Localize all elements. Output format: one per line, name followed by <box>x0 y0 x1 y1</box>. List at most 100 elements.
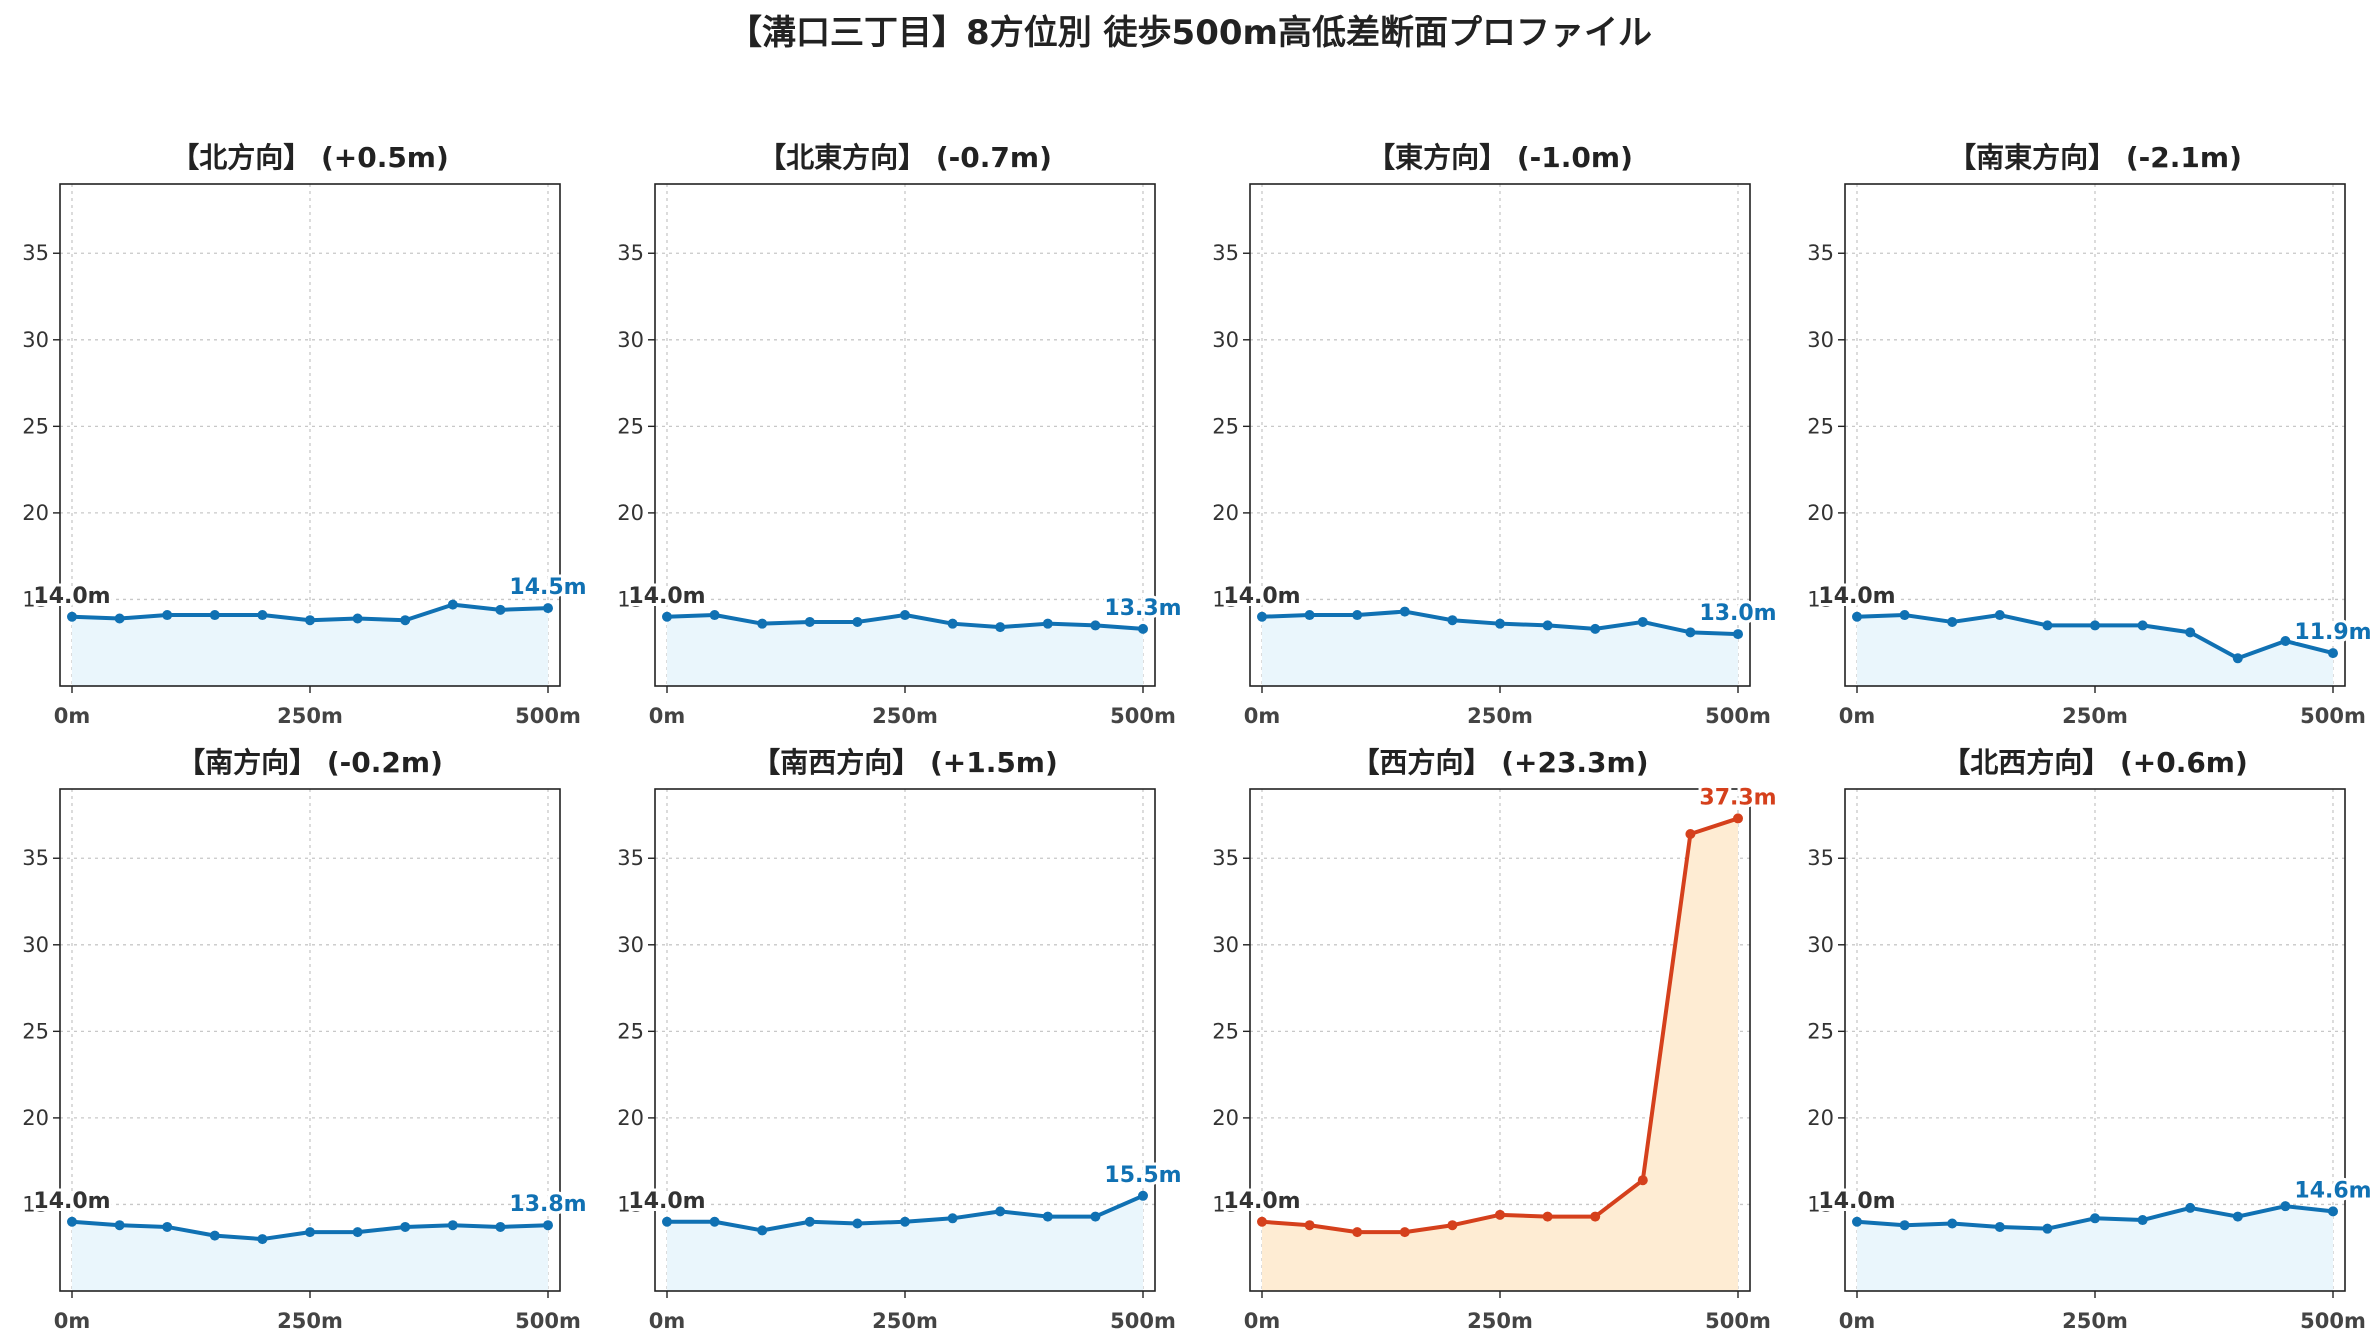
y-tick-label-3: 30 <box>617 933 644 957</box>
y-tick-label-4: 35 <box>617 846 644 870</box>
y-tick-label-3: 30 <box>22 933 49 957</box>
x-tick-label-0: 0m <box>1244 704 1281 728</box>
series-area <box>1262 611 1738 686</box>
panel-3: 15 20 25 30 35 0m 250m 500m 【南東方向】 (-2.1m) 14.0m 1… <box>1807 141 2374 728</box>
x-tick-label-1: 250m <box>277 1309 343 1333</box>
end-value-label: 13.8m <box>509 1192 586 1217</box>
panel-4: 15 20 25 30 35 0m 250m 500m 【南方向】 (-0.2m) 14.0m 13… <box>22 746 589 1333</box>
data-point-1 <box>1304 1220 1315 1231</box>
data-point-10 <box>1733 813 1743 824</box>
x-tick-label-0: 0m <box>649 1309 686 1333</box>
data-point-5 <box>2090 620 2100 631</box>
y-tick-label-2: 25 <box>22 1019 49 1043</box>
y-tick-label-4: 35 <box>1212 241 1239 265</box>
start-value-label: 14.0m <box>1818 1189 1895 1214</box>
data-point-0 <box>662 1216 672 1227</box>
axes-frame <box>1844 183 2346 687</box>
data-point-7 <box>400 615 411 626</box>
data-point-4 <box>1447 615 1458 626</box>
data-point-9 <box>1090 620 1101 631</box>
y-tick-label-4: 35 <box>617 241 644 265</box>
data-point-7 <box>1590 1211 1601 1222</box>
data-point-5 <box>305 1227 315 1238</box>
data-point-7 <box>2185 627 2196 638</box>
data-point-6 <box>2137 620 2148 631</box>
data-point-1 <box>114 613 125 624</box>
start-value-label: 14.0m <box>33 1189 110 1214</box>
y-tick-label-1: 20 <box>1807 1106 1834 1130</box>
start-value-label: 14.0m <box>628 1189 705 1214</box>
data-point-4 <box>1447 1220 1458 1231</box>
end-value-label: 15.5m <box>1104 1163 1181 1188</box>
start-value-label: 14.0m <box>628 584 705 609</box>
panel-5: 15 20 25 30 35 0m 250m 500m 【南西方向】 (+1.5m) 14.0m 1… <box>617 746 1184 1333</box>
data-point-0 <box>67 611 77 622</box>
data-point-3 <box>804 616 815 627</box>
y-tick-label-1: 20 <box>22 1106 49 1130</box>
series-area <box>1857 1206 2333 1291</box>
y-tick-label-1: 20 <box>1212 501 1239 525</box>
panel-1: 15 20 25 30 35 0m 250m 500m 【北東方向】 (-0.7m) 14.0m 1… <box>617 141 1184 728</box>
x-tick-label-2: 500m <box>2300 704 2366 728</box>
x-tick-label-0: 0m <box>54 704 91 728</box>
data-point-2 <box>757 1225 768 1236</box>
data-point-10 <box>2328 1206 2338 1217</box>
data-point-3 <box>1994 610 2005 621</box>
data-point-6 <box>1542 620 1553 631</box>
data-point-0 <box>1257 1216 1267 1227</box>
data-point-5 <box>900 1216 910 1227</box>
x-tick-label-2: 500m <box>515 704 581 728</box>
x-tick-label-2: 500m <box>1705 1309 1771 1333</box>
y-tick-label-1: 20 <box>1212 1106 1239 1130</box>
data-point-10 <box>2328 648 2338 659</box>
end-value-label: 37.3m <box>1699 785 1776 810</box>
data-point-10 <box>1138 1190 1148 1201</box>
data-point-1 <box>1899 1220 1910 1231</box>
data-point-1 <box>709 1216 720 1227</box>
data-point-0 <box>1257 611 1267 622</box>
y-tick-label-4: 35 <box>22 846 49 870</box>
x-tick-label-1: 250m <box>2062 704 2128 728</box>
data-point-5 <box>1495 1209 1505 1220</box>
data-point-3 <box>209 610 220 621</box>
data-point-7 <box>995 1206 1006 1217</box>
data-point-9 <box>495 1221 506 1232</box>
panel-title: 【南方向】 (-0.2m) <box>177 746 443 779</box>
y-tick-label-2: 25 <box>617 1019 644 1043</box>
data-point-8 <box>1637 1175 1648 1186</box>
y-tick-label-4: 35 <box>1212 846 1239 870</box>
data-point-8 <box>2232 1211 2243 1222</box>
series-area <box>1857 615 2333 686</box>
data-point-2 <box>1352 610 1363 621</box>
series-area <box>72 1221 548 1291</box>
data-point-4 <box>257 1234 268 1245</box>
x-tick-label-1: 250m <box>1467 1309 1533 1333</box>
x-tick-label-2: 500m <box>1705 704 1771 728</box>
data-point-5 <box>1495 618 1505 629</box>
y-tick-label-3: 30 <box>1212 328 1239 352</box>
data-point-5 <box>2090 1213 2100 1224</box>
data-point-2 <box>1352 1227 1363 1238</box>
end-value-label: 13.3m <box>1104 596 1181 621</box>
y-tick-label-0: 15 <box>22 1192 49 1216</box>
data-point-6 <box>1542 1211 1553 1222</box>
data-point-1 <box>1304 610 1315 621</box>
data-point-4 <box>852 1218 863 1229</box>
y-tick-label-4: 35 <box>22 241 49 265</box>
data-point-4 <box>257 610 268 621</box>
x-tick-label-2: 500m <box>2300 1309 2366 1333</box>
y-tick-label-3: 30 <box>1212 933 1239 957</box>
end-value-label: 14.6m <box>2294 1178 2371 1203</box>
y-tick-label-1: 20 <box>22 501 49 525</box>
data-point-5 <box>305 615 315 626</box>
panel-0: 15 20 25 30 35 0m 250m 500m 【北方向】 (+0.5m) 14.0m 14… <box>22 141 589 728</box>
x-tick-label-2: 500m <box>1110 704 1176 728</box>
x-tick-label-1: 250m <box>872 704 938 728</box>
x-tick-label-1: 250m <box>1467 704 1533 728</box>
x-tick-label-1: 250m <box>277 704 343 728</box>
data-point-3 <box>1994 1221 2005 1232</box>
data-point-10 <box>1138 623 1148 634</box>
x-tick-label-0: 0m <box>1839 704 1876 728</box>
y-tick-label-1: 20 <box>617 1106 644 1130</box>
data-point-6 <box>352 613 363 624</box>
